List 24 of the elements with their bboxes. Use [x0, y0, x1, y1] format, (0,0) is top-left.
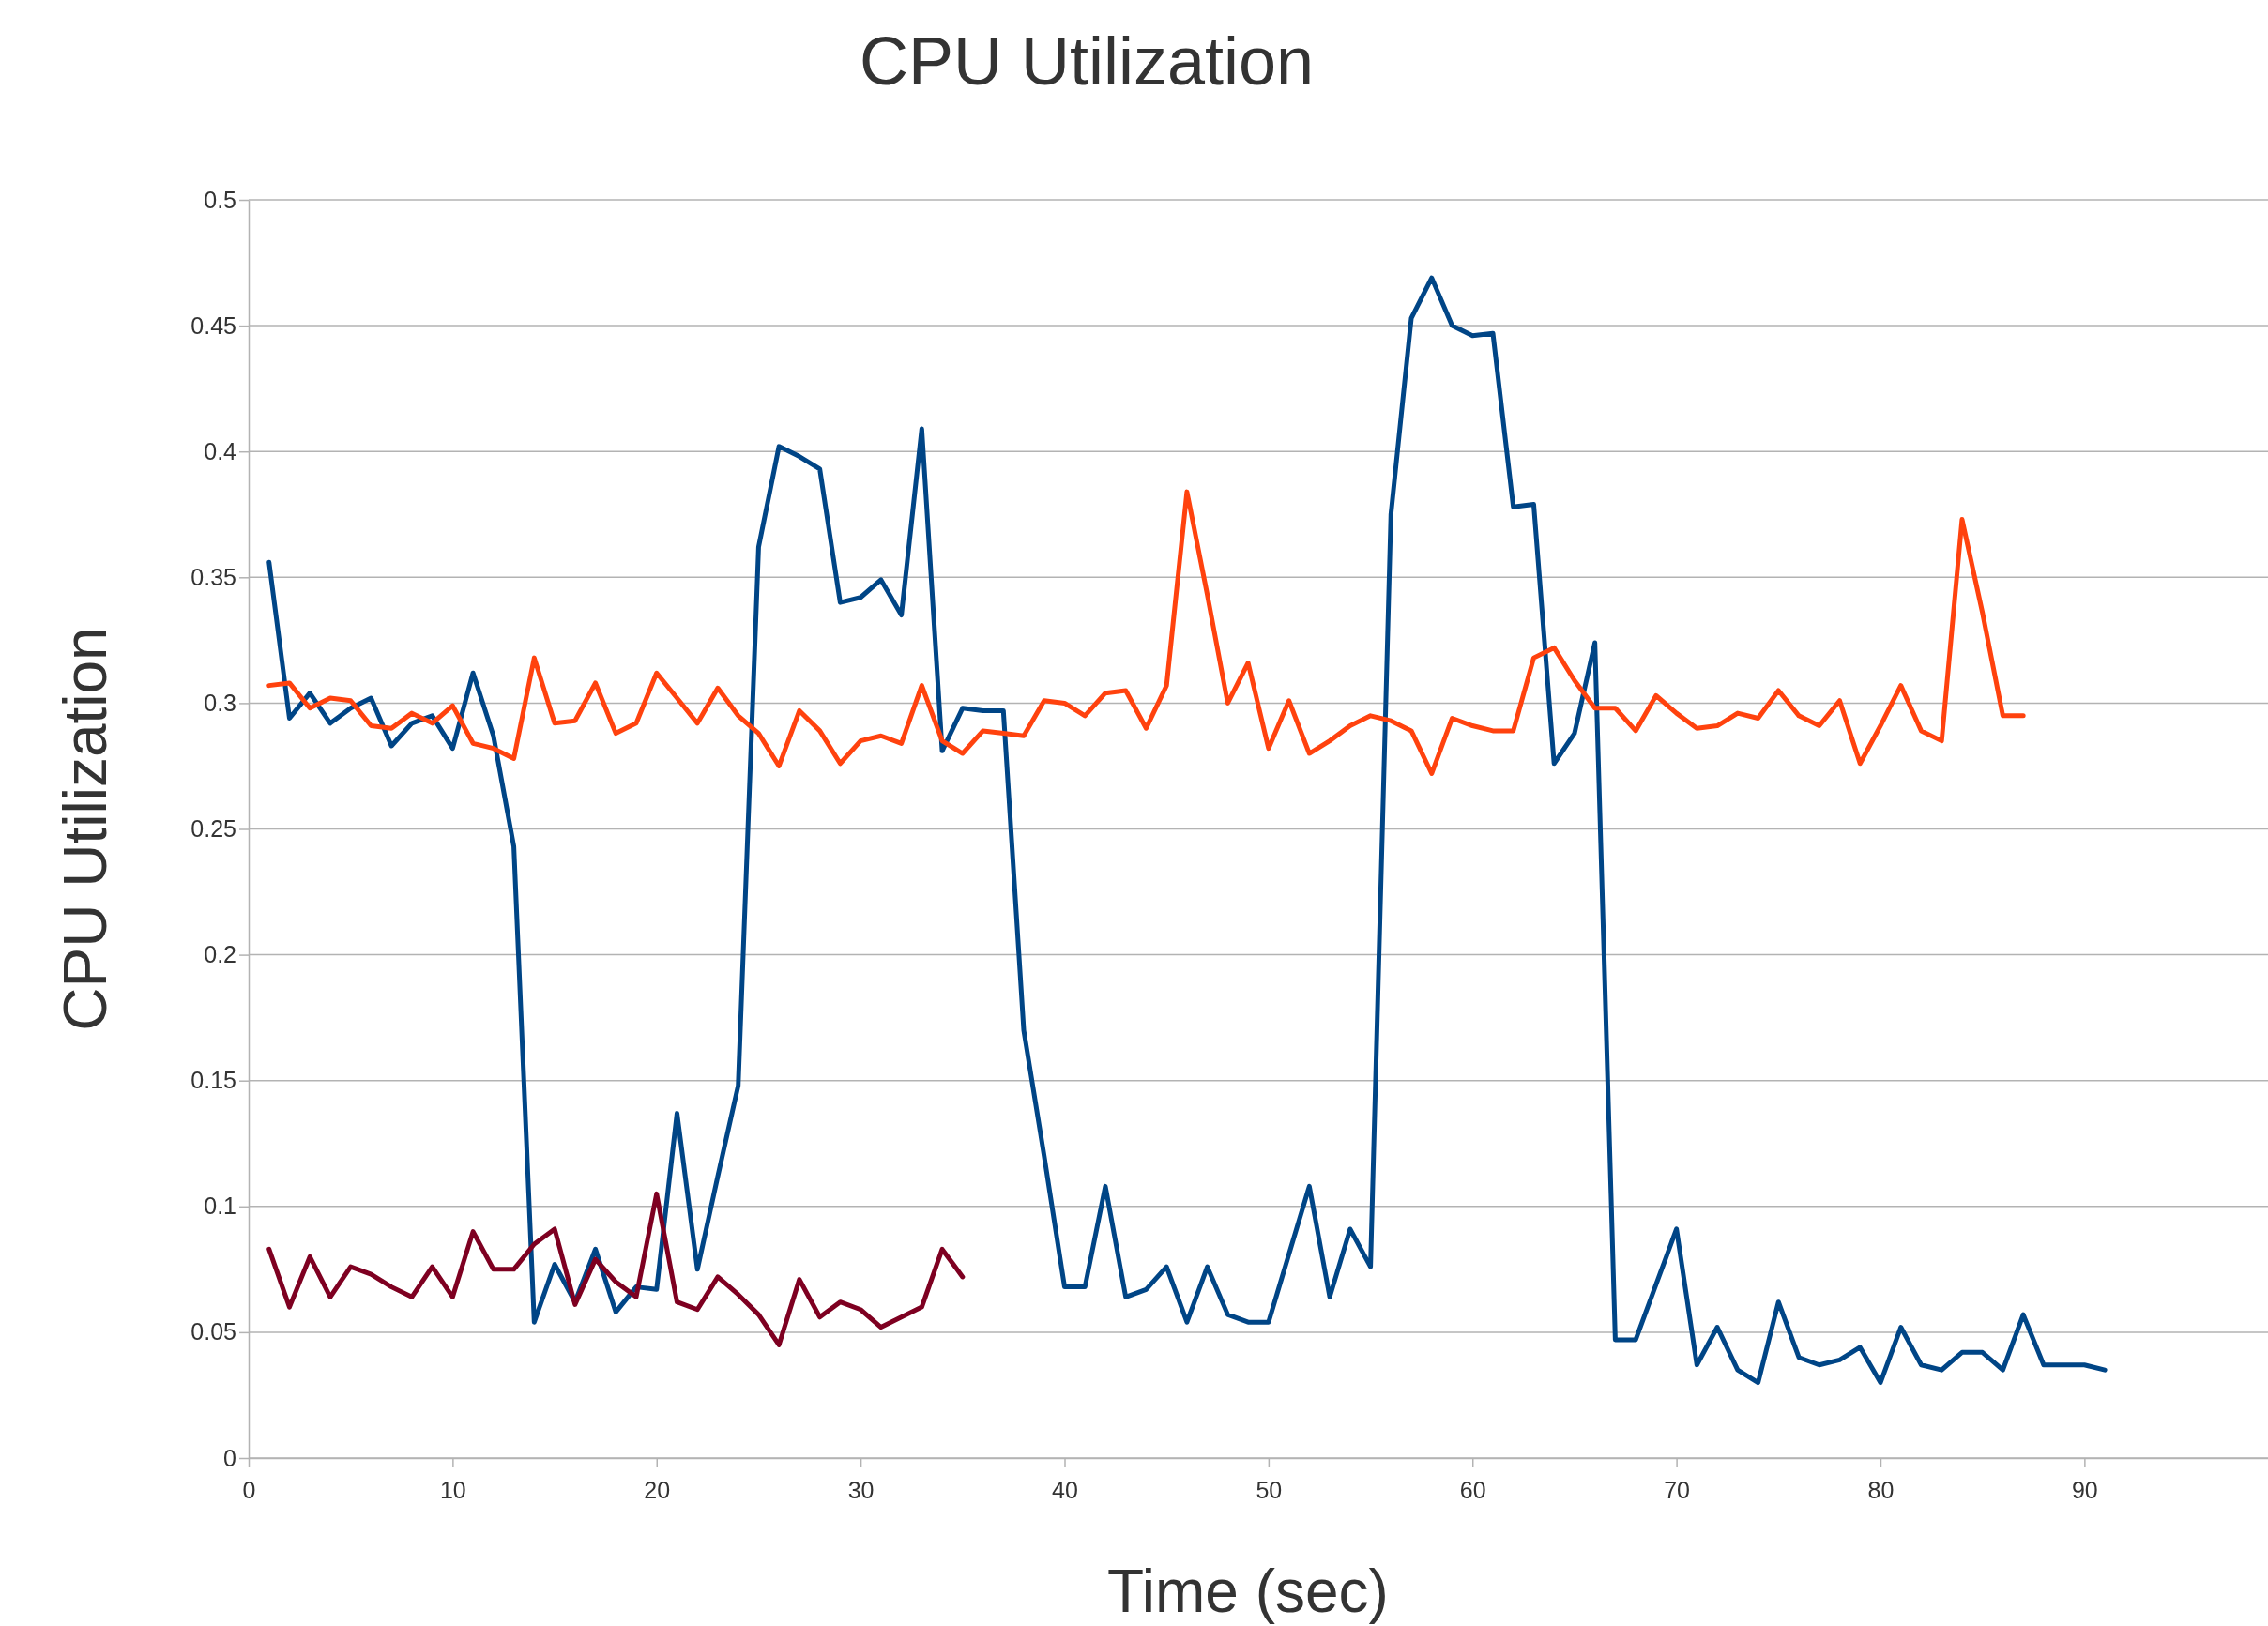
y-tick-label: 0	[223, 1444, 236, 1471]
x-tick-label: 50	[1256, 1477, 1283, 1503]
x-tick-label: 0	[242, 1477, 256, 1503]
y-tick-label: 0.15	[190, 1067, 236, 1094]
x-tick-label: 20	[644, 1477, 671, 1503]
x-tick-label: 60	[1459, 1477, 1486, 1503]
y-axis-title: CPU Utilization	[52, 627, 119, 1031]
x-tick-label: 10	[439, 1477, 466, 1503]
y-tick-label: 0.25	[190, 815, 236, 842]
chart-title: CPU Utilization	[859, 23, 1315, 99]
x-tick-label: 40	[1052, 1477, 1078, 1503]
y-tick-label: 0.05	[190, 1318, 236, 1345]
y-tick-label: 0.5	[204, 186, 236, 213]
x-axis-title: Time (sec)	[1107, 1558, 1389, 1625]
x-tick-label: 90	[2071, 1477, 2098, 1503]
y-tick-label: 0.45	[190, 312, 236, 339]
y-tick-label: 0.35	[190, 563, 236, 590]
x-tick-label: 30	[847, 1477, 875, 1503]
x-tick-label: 70	[1664, 1477, 1691, 1503]
y-tick-label: 0.3	[204, 689, 236, 716]
y-tick-label: 0.1	[204, 1193, 236, 1220]
y-tick-label: 0.2	[204, 941, 236, 968]
x-tick-label: 80	[1867, 1477, 1895, 1503]
y-tick-label: 0.4	[204, 437, 237, 464]
